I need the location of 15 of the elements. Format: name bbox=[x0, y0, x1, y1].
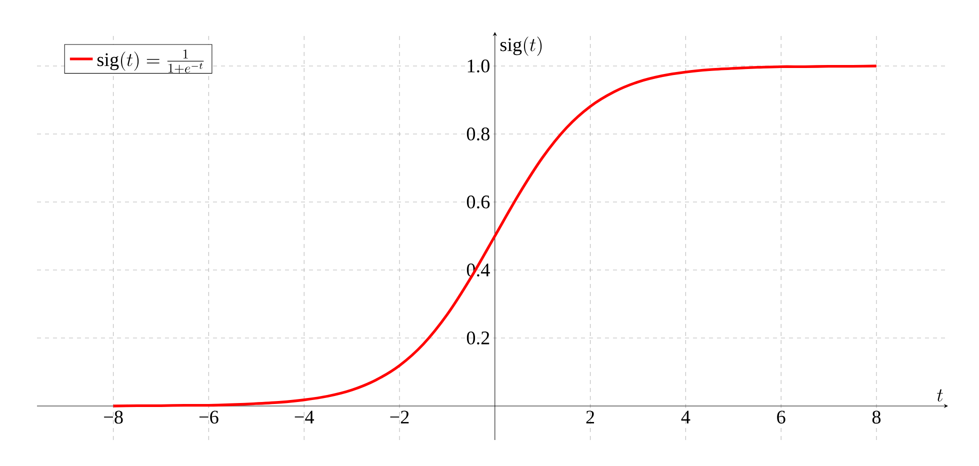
x-tick-label: −8 bbox=[104, 410, 123, 424]
y-tick-label: 0.6 bbox=[466, 195, 490, 209]
x-tick-label: 2 bbox=[586, 410, 594, 424]
x-axis-title: $t$ bbox=[937, 389, 943, 402]
x-tick-label: 6 bbox=[777, 410, 786, 424]
x-tick-label: −2 bbox=[390, 410, 409, 424]
x-tick-label: −6 bbox=[199, 410, 218, 424]
x-tick-label: −4 bbox=[294, 410, 314, 424]
y-tick-label: 1.0 bbox=[468, 59, 490, 73]
x-tick-label: 4 bbox=[681, 410, 690, 424]
y-tick-label: 0.8 bbox=[466, 127, 490, 141]
y-tick-label: 0.2 bbox=[466, 331, 490, 345]
x-tick-label: 8 bbox=[872, 410, 881, 424]
y-axis-title: $\mathrm{sig}(t)$ bbox=[500, 36, 542, 56]
legend-label: $\mathrm{sig}(t) = \frac{1}{1+e^{-t}}$ bbox=[97, 50, 204, 74]
